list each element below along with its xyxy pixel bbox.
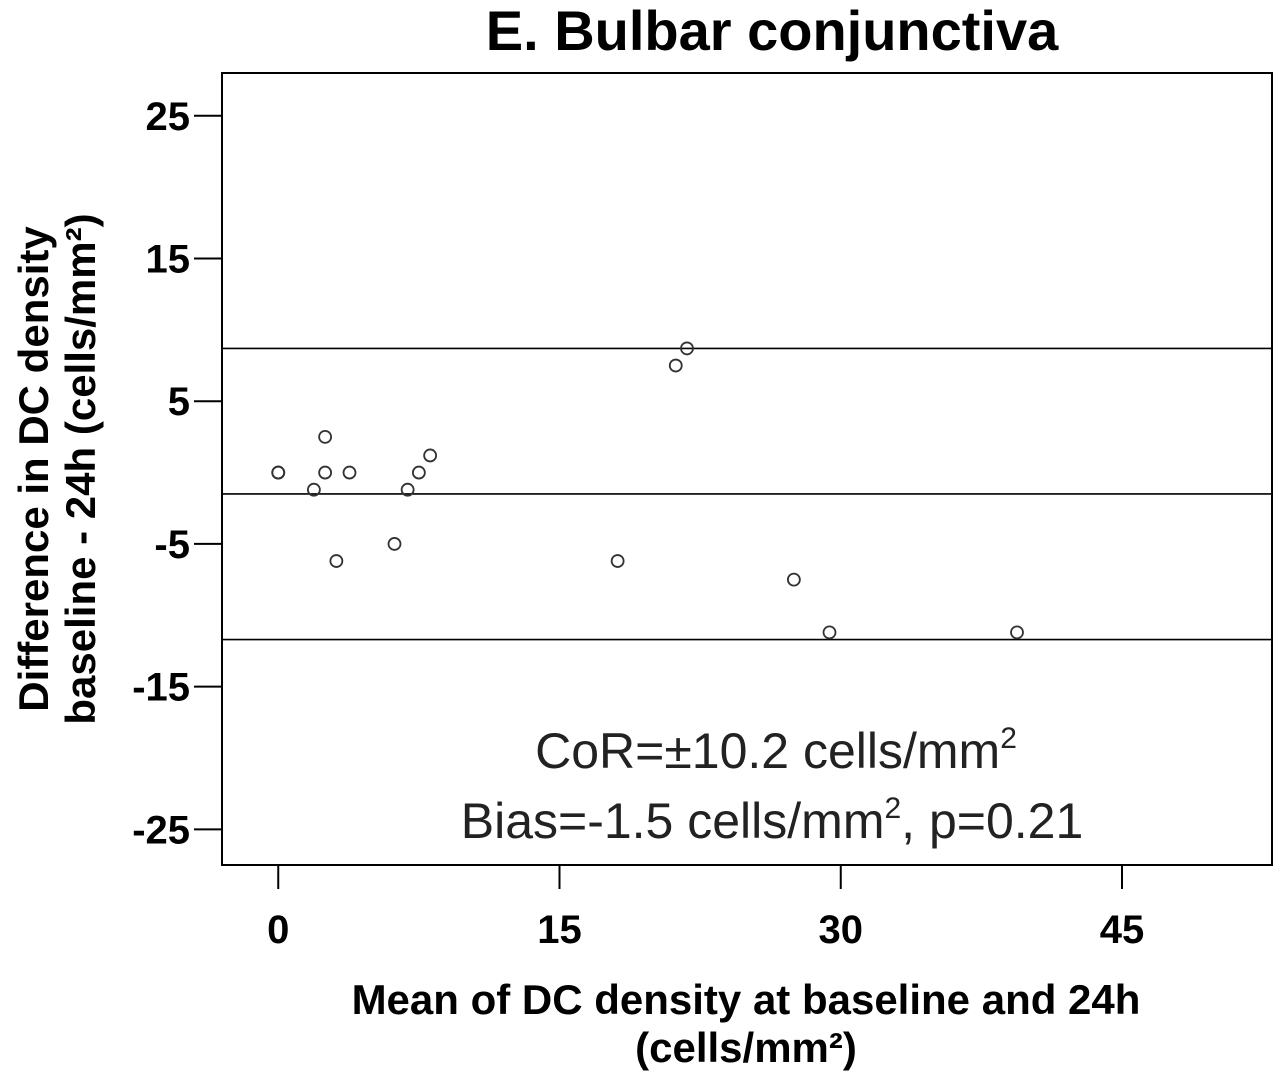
data-point [423, 448, 438, 463]
bias-annotation: Bias=-1.5 cells/mm2, p=0.21 [461, 792, 1084, 849]
x-axis-label-line2: (cells/mm²) [635, 1024, 857, 1071]
cor-annotation-superscript: 2 [1000, 722, 1017, 755]
data-point [271, 465, 286, 480]
y-axis-label-line1: Difference in DC density [10, 226, 57, 712]
data-point [1010, 625, 1024, 640]
cor-annotation: CoR=±10.2 cells/mm2 [535, 722, 1017, 779]
x-tick-label: 15 [537, 908, 582, 952]
y-tick-label: -25 [132, 808, 190, 852]
y-tick-label: 15 [146, 238, 191, 282]
data-point [329, 554, 344, 568]
data-point [387, 537, 402, 551]
data-point [411, 465, 426, 480]
data-point [318, 465, 333, 480]
data-point [342, 465, 357, 480]
bias-annotation-pvalue: , p=0.21 [901, 793, 1083, 849]
data-points [271, 341, 1024, 640]
y-axis-ticks: 25 15 5 -5 -15 -25 [132, 95, 222, 852]
chart-title: E. Bulbar conjunctiva [486, 0, 1059, 62]
data-point [400, 482, 415, 497]
reference-lines [222, 347, 1272, 641]
data-point [668, 358, 683, 373]
plot-frame [221, 72, 1273, 866]
bias-annotation-superscript: 2 [884, 792, 901, 825]
bias-annotation-text: Bias=-1.5 cells/mm [461, 793, 885, 849]
data-point [306, 482, 321, 497]
y-axis-label-line2: baseline - 24h (cells/mm²) [57, 213, 104, 724]
data-point [786, 572, 801, 587]
y-tick-label: 5 [168, 380, 190, 424]
x-tick-label: 45 [1100, 908, 1145, 952]
data-point [822, 625, 837, 640]
x-axis-label-line1: Mean of DC density at baseline and 24h [352, 976, 1141, 1023]
x-tick-label: 0 [267, 908, 289, 952]
x-tick-label: 30 [819, 908, 864, 952]
data-point [318, 429, 333, 444]
cor-annotation-text: CoR=±10.2 cells/mm [535, 723, 1000, 779]
y-tick-label: -5 [154, 523, 190, 567]
y-tick-label: 25 [146, 95, 191, 139]
x-axis-ticks: 0 15 30 45 [267, 865, 1144, 952]
data-point [610, 554, 625, 568]
data-point [680, 341, 694, 356]
y-tick-label: -15 [132, 666, 190, 710]
